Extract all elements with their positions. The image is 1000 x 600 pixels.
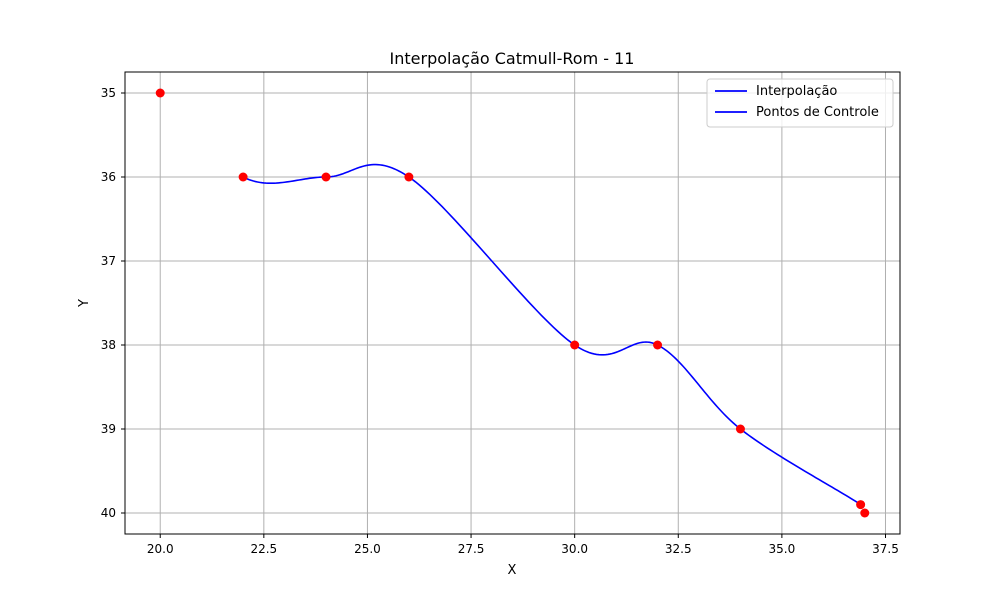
y-tick-label: 39 bbox=[101, 422, 116, 436]
control-point bbox=[735, 424, 745, 434]
control-points-group bbox=[155, 88, 870, 518]
x-axis-ticks: 20.0 22.5 25.0 27.5 30.0 32.5 35.0 37.5 bbox=[147, 534, 899, 556]
control-point bbox=[155, 88, 165, 98]
legend-label-interpolacao: Interpolação bbox=[756, 84, 837, 99]
y-tick-label: 36 bbox=[101, 170, 116, 184]
y-tick-label: 35 bbox=[101, 86, 116, 100]
y-axis-label: Y bbox=[77, 299, 92, 308]
plot-frame bbox=[124, 71, 901, 535]
interpolation-curve-group bbox=[242, 163, 862, 506]
x-axis-label: X bbox=[508, 563, 517, 578]
control-point bbox=[856, 500, 866, 510]
y-tick-label: 38 bbox=[101, 338, 116, 352]
x-tick-label: 30.0 bbox=[561, 542, 588, 556]
grid bbox=[125, 72, 900, 534]
control-point bbox=[321, 172, 331, 182]
control-point bbox=[238, 172, 248, 182]
x-tick-label: 25.0 bbox=[354, 542, 381, 556]
legend: Interpolação Pontos de Controle bbox=[706, 78, 894, 128]
control-point bbox=[570, 340, 580, 350]
x-tick-label: 20.0 bbox=[147, 542, 174, 556]
y-tick-label: 37 bbox=[101, 254, 116, 268]
x-tick-label: 22.5 bbox=[250, 542, 277, 556]
interpolation-curve bbox=[242, 163, 862, 506]
chart-title: Interpolação Catmull-Rom - 11 bbox=[390, 49, 635, 68]
legend-label-pontos: Pontos de Controle bbox=[756, 105, 879, 120]
control-point bbox=[860, 508, 870, 518]
legend-box bbox=[706, 78, 894, 128]
x-tick-label: 37.5 bbox=[872, 542, 899, 556]
x-tick-label: 35.0 bbox=[769, 542, 796, 556]
control-point bbox=[653, 340, 663, 350]
y-tick-label: 40 bbox=[101, 506, 116, 520]
y-axis-ticks: 35 36 37 38 39 40 bbox=[101, 86, 125, 520]
x-tick-label: 32.5 bbox=[665, 542, 692, 556]
control-point bbox=[404, 172, 414, 182]
x-tick-label: 27.5 bbox=[458, 542, 485, 556]
